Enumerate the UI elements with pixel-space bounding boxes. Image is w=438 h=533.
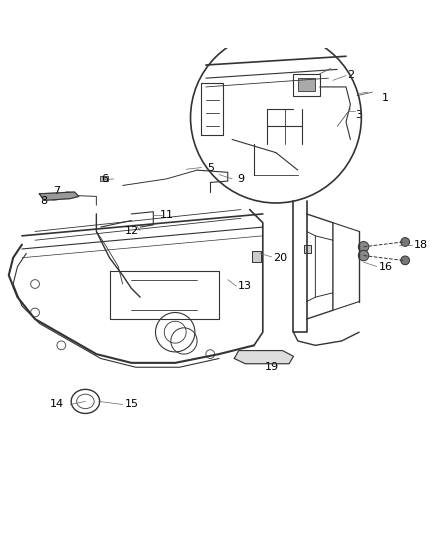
Circle shape bbox=[358, 251, 369, 261]
Bar bbox=[293, 74, 320, 96]
Text: 2: 2 bbox=[347, 70, 354, 79]
Text: 18: 18 bbox=[413, 240, 427, 251]
Circle shape bbox=[401, 256, 410, 265]
Text: 13: 13 bbox=[238, 281, 252, 291]
Text: 3: 3 bbox=[356, 110, 363, 120]
Text: 6: 6 bbox=[102, 174, 109, 184]
Text: 1: 1 bbox=[382, 93, 389, 103]
Polygon shape bbox=[234, 351, 293, 364]
Text: 8: 8 bbox=[40, 196, 47, 206]
Text: 9: 9 bbox=[237, 174, 244, 184]
Bar bbox=[298, 78, 315, 91]
Circle shape bbox=[401, 238, 410, 246]
Text: 11: 11 bbox=[159, 210, 173, 220]
Text: 20: 20 bbox=[273, 253, 287, 263]
Text: 15: 15 bbox=[124, 399, 138, 409]
Polygon shape bbox=[39, 192, 79, 200]
Bar bbox=[252, 251, 261, 262]
Text: 12: 12 bbox=[124, 227, 138, 237]
Bar bbox=[100, 176, 108, 181]
Text: 5: 5 bbox=[207, 163, 214, 173]
Text: 14: 14 bbox=[50, 399, 64, 409]
Circle shape bbox=[358, 241, 369, 252]
Bar bbox=[304, 245, 311, 253]
Text: 16: 16 bbox=[378, 262, 392, 271]
Text: 19: 19 bbox=[265, 362, 279, 372]
Text: 7: 7 bbox=[53, 186, 60, 196]
